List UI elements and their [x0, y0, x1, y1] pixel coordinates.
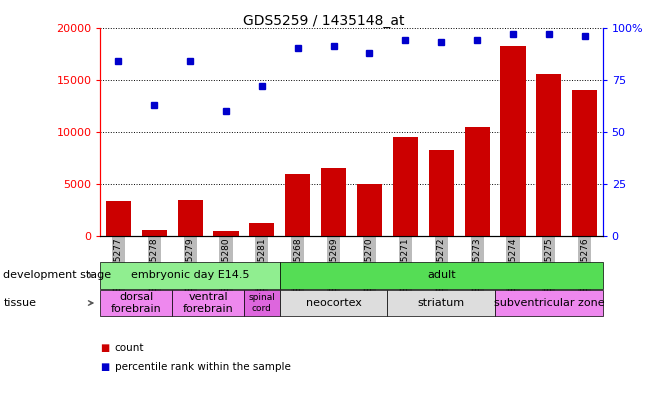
Bar [142, 230, 167, 236]
Text: development stage: development stage [3, 270, 111, 281]
Text: count: count [115, 343, 145, 353]
Text: dorsal
forebrain: dorsal forebrain [111, 292, 162, 314]
Bar [537, 74, 561, 236]
Text: ■: ■ [100, 343, 110, 353]
Text: adult: adult [427, 270, 456, 281]
Text: tissue: tissue [3, 298, 36, 308]
Bar [106, 202, 131, 236]
Bar [393, 137, 418, 236]
Text: neocortex: neocortex [306, 298, 362, 308]
Text: ventral
forebrain: ventral forebrain [183, 292, 233, 314]
Text: GDS5259 / 1435148_at: GDS5259 / 1435148_at [243, 14, 405, 28]
Bar [249, 223, 274, 236]
Bar [465, 127, 490, 236]
Bar [572, 90, 597, 236]
Text: spinal
cord: spinal cord [248, 293, 275, 313]
Bar [321, 168, 346, 236]
Bar [357, 184, 382, 236]
Bar [285, 174, 310, 236]
Text: striatum: striatum [418, 298, 465, 308]
Bar [500, 46, 526, 236]
Bar [178, 200, 203, 236]
Text: subventricular zone: subventricular zone [494, 298, 604, 308]
Text: percentile rank within the sample: percentile rank within the sample [115, 362, 290, 373]
Bar [213, 231, 238, 236]
Text: ■: ■ [100, 362, 110, 373]
Text: embryonic day E14.5: embryonic day E14.5 [131, 270, 249, 281]
Bar [429, 151, 454, 236]
